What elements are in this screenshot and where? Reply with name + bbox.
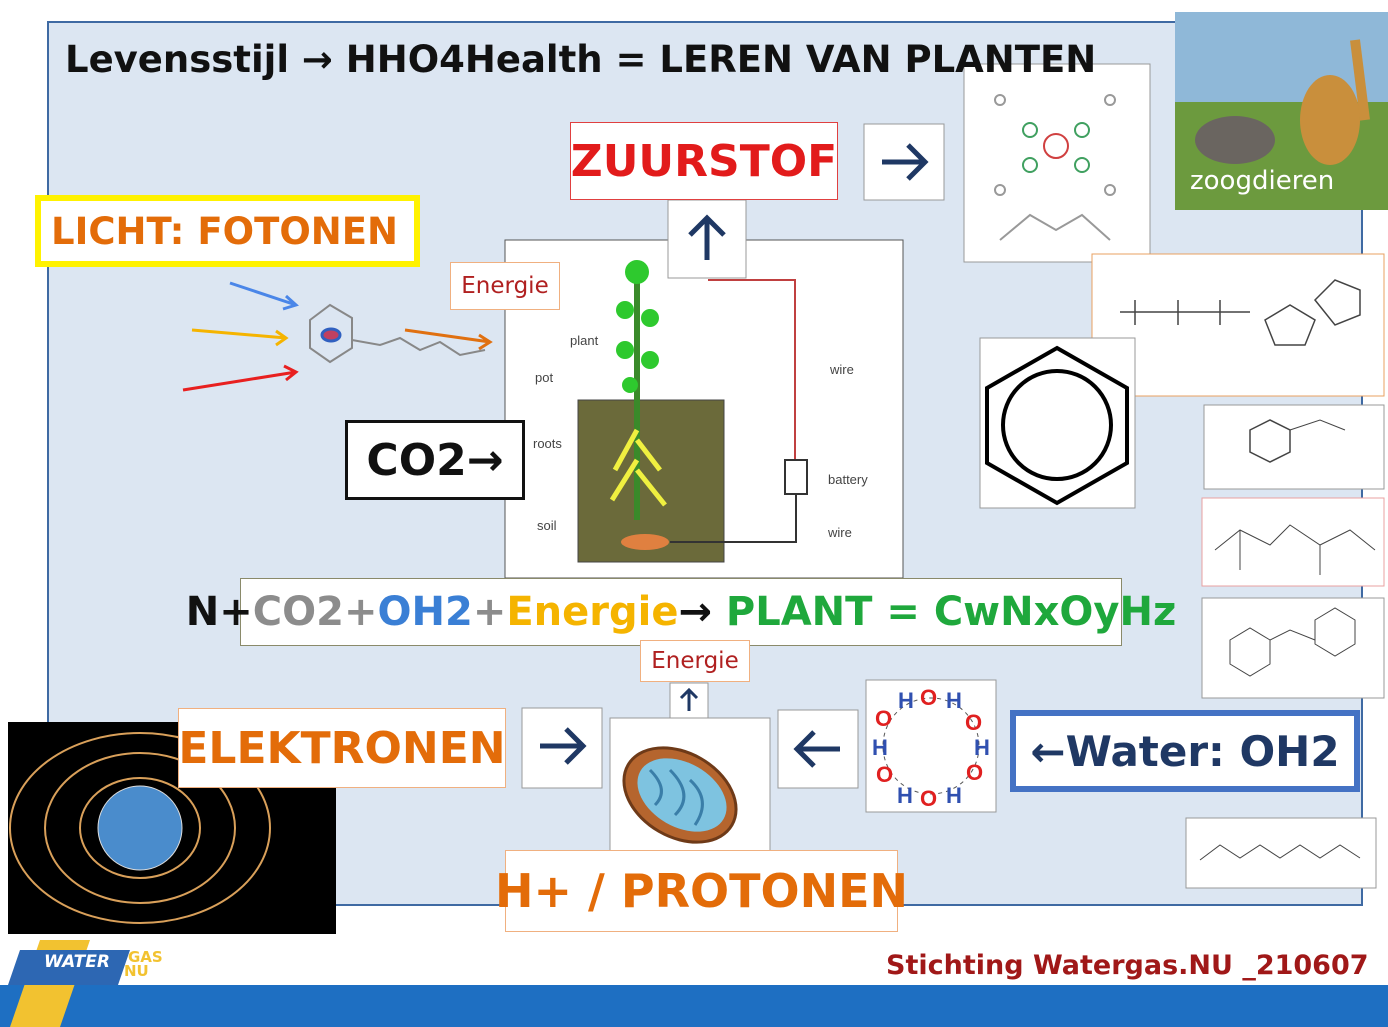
svg-text:H: H [974,735,990,760]
plant-label: plant [570,333,599,348]
logo-text: WATER [44,952,110,972]
image-caption: zoogdieren [1190,166,1334,196]
svg-text:O: O [965,710,982,735]
equation: N+CO2+OH2+Energie→ PLANT = CwNxOyHz [240,578,1122,646]
svg-text:H: H [946,688,962,713]
water-box: ←Water: OH2 [1010,710,1360,792]
equation-part: OH2 [378,589,473,635]
footer: Stichting Watergas.NU _210607 [886,950,1369,981]
plant-label: roots [533,436,562,451]
equation-part: PLANT = CwNxOyHz [726,589,1176,635]
protonen-box: H+ / PROTONEN [505,850,898,932]
slide-title: Levensstijl → HHO4Health = LEREN VAN PLA… [65,38,1096,81]
svg-text:H: H [872,735,888,760]
svg-text:O: O [876,762,893,787]
plant-label: wire [829,362,854,377]
equation-part: Energie [506,589,678,635]
licht-box: LICHT: FOTONEN [35,195,420,267]
svg-text:H: H [897,783,913,808]
svg-text:O: O [920,685,937,710]
svg-text:H: H [898,688,914,713]
equation-part: N+ [186,589,253,635]
equation-part: → [678,589,725,635]
equation-part: CO2 [253,589,344,635]
slide: plant pot roots soil wire battery wire H… [0,0,1388,1027]
energie-label: Energie [640,640,750,682]
elektronen-box: ELEKTRONEN [178,708,506,788]
equation-part: + [473,589,507,635]
logo-text: NU [124,962,149,980]
svg-text:O: O [875,706,892,731]
energie-label: Energie [450,262,560,310]
equation-part: + [344,589,378,635]
co2-box: CO2→ [345,420,525,500]
svg-text:O: O [966,760,983,785]
plant-label: pot [535,370,553,385]
plant-label: wire [827,525,852,540]
svg-text:O: O [920,786,937,811]
zuurstof-box: ZUURSTOF [570,122,838,200]
plant-label: battery [828,472,868,487]
plant-label: soil [537,518,557,533]
svg-text:H: H [946,783,962,808]
